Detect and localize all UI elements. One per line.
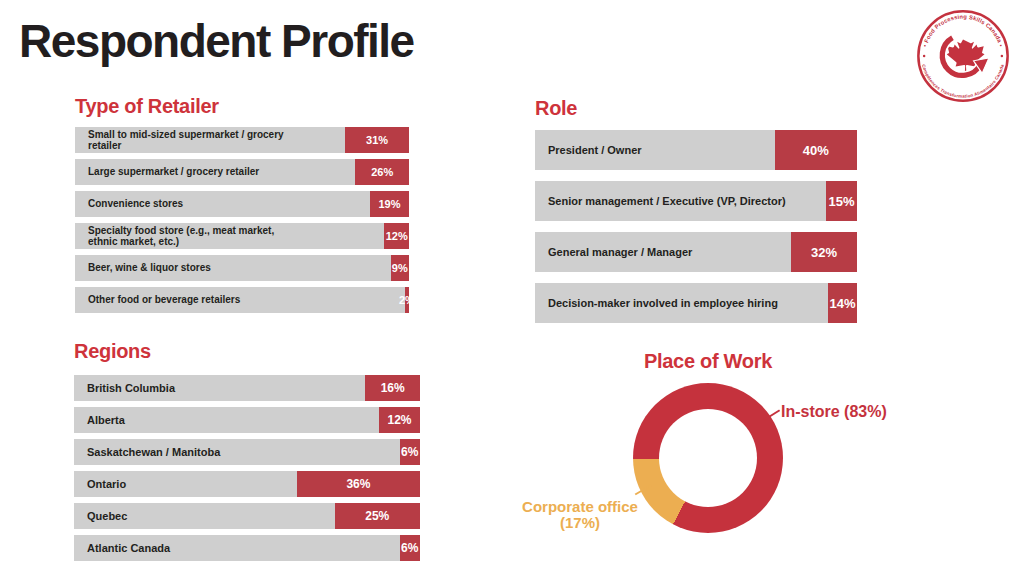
bar-row: Small to mid-sized supermarket / grocery… [75,127,409,153]
bar-fill: 12% [384,223,409,249]
bar-row: Atlantic Canada 6% [74,535,420,561]
bar-category-label: Ontario [87,478,126,490]
bar-row: Ontario 36% [74,471,420,497]
bar-row: Large supermarket / grocery retailer 26% [75,159,409,185]
bar-category-label: Atlantic Canada [87,542,170,554]
place-of-work-donut-chart [633,383,783,533]
bar-category-label: British Columbia [87,382,175,394]
bar-value-label: 16% [381,381,405,395]
fpsc-logo: • Food Processing Skills Canada • Compét… [915,8,1011,104]
bar-track: Quebec 25% [74,503,420,529]
bar-category-label: Senior management / Executive (VP, Direc… [548,195,786,207]
logo-dot-right [1001,55,1003,57]
bar-value-label: 12% [387,413,411,427]
chart-title-type-of-retailer: Type of Retailer [75,95,219,118]
bar-fill: 25% [335,503,421,529]
bar-row: President / Owner 40% [535,130,857,170]
bar-category-label: Beer, wine & liquor stores [88,263,211,274]
bar-row: British Columbia 16% [74,375,420,401]
slide-respondent-profile: Respondent Profile • Food Processing Ski… [0,0,1024,570]
bar-track: Other food or beverage retailers 2% [75,287,409,313]
bar-track: Alberta 12% [74,407,420,433]
bar-track: Ontario 36% [74,471,420,497]
bar-track: Convenience stores 19% [75,191,409,217]
bar-value-label: 26% [371,166,393,178]
bar-row: Senior management / Executive (VP, Direc… [535,181,857,221]
bar-value-label: 12% [386,230,408,242]
bar-category-label: General manager / Manager [548,246,692,258]
page-title: Respondent Profile [19,14,414,68]
bar-category-label: President / Owner [548,144,642,156]
bar-track: Small to mid-sized supermarket / grocery… [75,127,409,153]
bar-value-label: 25% [365,509,389,523]
bar-category-label: Specialty food store (e.g., meat market,… [88,226,298,247]
bar-fill: 40% [775,130,857,170]
bar-category-label: Other food or beverage retailers [88,295,240,306]
bar-track: Decision-maker involved in employee hiri… [535,283,857,323]
bar-fill: 9% [391,255,410,281]
bar-row: Specialty food store (e.g., meat market,… [75,223,409,249]
logo-dot-left [923,55,925,57]
bar-row: Quebec 25% [74,503,420,529]
bar-value-label: 6% [401,541,418,555]
bar-fill: 12% [379,407,420,433]
bar-value-label: 36% [346,477,370,491]
bar-value-label: 32% [811,245,837,260]
bar-track: Beer, wine & liquor stores 9% [75,255,409,281]
bar-track: Saskatchewan / Manitoba 6% [74,439,420,465]
role-bar-chart: President / Owner 40% Senior management / … [535,130,857,334]
bar-row: Other food or beverage retailers 2% [75,287,409,313]
chart-title-regions: Regions [74,340,151,363]
chart-title-role: Role [535,97,577,120]
bar-value-label: 14% [830,296,856,311]
bar-fill: 6% [400,439,421,465]
bar-value-label: 2% [399,294,409,306]
bar-category-label: Convenience stores [88,199,183,210]
chart-title-place-of-work: Place of Work [608,350,808,373]
corporate-office-callout-line2: (17%) [515,515,645,531]
bar-row: Convenience stores 19% [75,191,409,217]
in-store-callout-label: In-store (83%) [781,403,887,421]
bar-track: General manager / Manager 32% [535,232,857,272]
bar-value-label: 15% [829,194,855,209]
bar-value-label: 6% [401,445,418,459]
bar-fill: 31% [345,127,409,153]
regions-bar-chart: British Columbia 16% Alberta 12% Saskatchewa… [74,375,420,567]
corporate-office-callout-label: Corporate office (17%) [515,499,645,531]
bar-fill: 26% [355,159,409,185]
bar-fill: 14% [828,283,857,323]
bar-value-label: 31% [366,134,388,146]
bar-value-label: 19% [378,198,400,210]
bar-fill: 36% [297,471,420,497]
bar-value-label: 9% [392,262,408,274]
bar-track: Atlantic Canada 6% [74,535,420,561]
bar-category-label: Alberta [87,414,125,426]
bar-category-label: Saskatchewan / Manitoba [87,446,220,458]
bar-category-label: Large supermarket / grocery retailer [88,167,259,178]
bar-row: Beer, wine & liquor stores 9% [75,255,409,281]
bar-fill: 19% [370,191,409,217]
bar-fill: 2% [405,287,409,313]
bar-category-label: Quebec [87,510,127,522]
bar-category-label: Decision-maker involved in employee hiri… [548,297,778,309]
bar-category-label: Small to mid-sized supermarket / grocery… [88,130,298,151]
bar-track: Large supermarket / grocery retailer 26% [75,159,409,185]
bar-fill: 16% [365,375,420,401]
bar-row: Alberta 12% [74,407,420,433]
corporate-office-callout-line1: Corporate office [515,499,645,515]
bar-row: General manager / Manager 32% [535,232,857,272]
bar-fill: 32% [791,232,857,272]
bar-row: Decision-maker involved in employee hiri… [535,283,857,323]
bar-track: Senior management / Executive (VP, Direc… [535,181,857,221]
bar-track: British Columbia 16% [74,375,420,401]
bar-value-label: 40% [803,143,829,158]
bar-track: Specialty food store (e.g., meat market,… [75,223,409,249]
bar-fill: 15% [826,181,857,221]
bar-track: President / Owner 40% [535,130,857,170]
bar-fill: 6% [400,535,421,561]
bar-row: Saskatchewan / Manitoba 6% [74,439,420,465]
type-of-retailer-bar-chart: Small to mid-sized supermarket / grocery… [75,127,409,319]
